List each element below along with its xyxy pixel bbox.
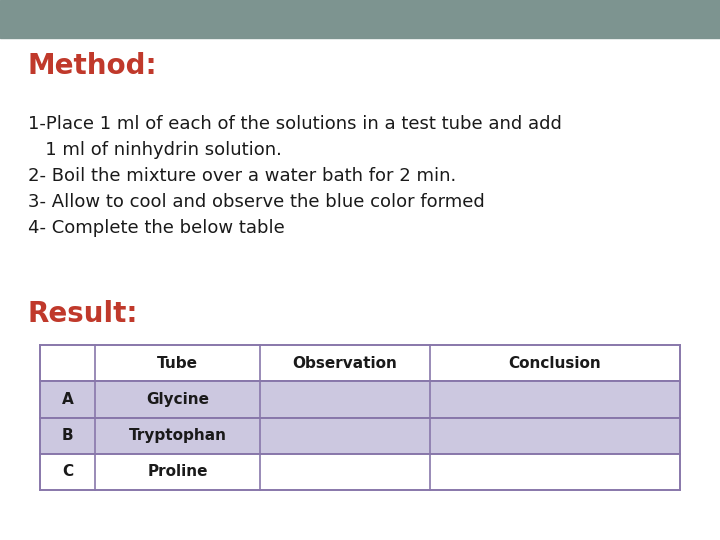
Text: 1 ml of ninhydrin solution.: 1 ml of ninhydrin solution. bbox=[28, 141, 282, 159]
Bar bbox=[0, 0, 720, 38]
Bar bbox=[40, 381, 680, 417]
Text: Observation: Observation bbox=[292, 356, 397, 370]
Text: Tube: Tube bbox=[157, 356, 198, 370]
Bar bbox=[40, 454, 680, 490]
Text: Conclusion: Conclusion bbox=[508, 356, 601, 370]
Text: Glycine: Glycine bbox=[146, 392, 209, 407]
Text: Tryptophan: Tryptophan bbox=[128, 428, 227, 443]
Text: 2- Boil the mixture over a water bath for 2 min.: 2- Boil the mixture over a water bath fo… bbox=[28, 167, 456, 185]
Text: B: B bbox=[62, 428, 73, 443]
Text: A: A bbox=[62, 392, 73, 407]
Text: 3- Allow to cool and observe the blue color formed: 3- Allow to cool and observe the blue co… bbox=[28, 193, 485, 211]
Text: Proline: Proline bbox=[148, 464, 208, 480]
Text: 1-Place 1 ml of each of the solutions in a test tube and add: 1-Place 1 ml of each of the solutions in… bbox=[28, 115, 562, 133]
Text: 4- Complete the below table: 4- Complete the below table bbox=[28, 219, 284, 237]
Bar bbox=[40, 417, 680, 454]
Bar bbox=[40, 345, 680, 381]
Text: Result:: Result: bbox=[28, 300, 138, 328]
Text: Method:: Method: bbox=[28, 52, 158, 80]
Text: C: C bbox=[62, 464, 73, 480]
